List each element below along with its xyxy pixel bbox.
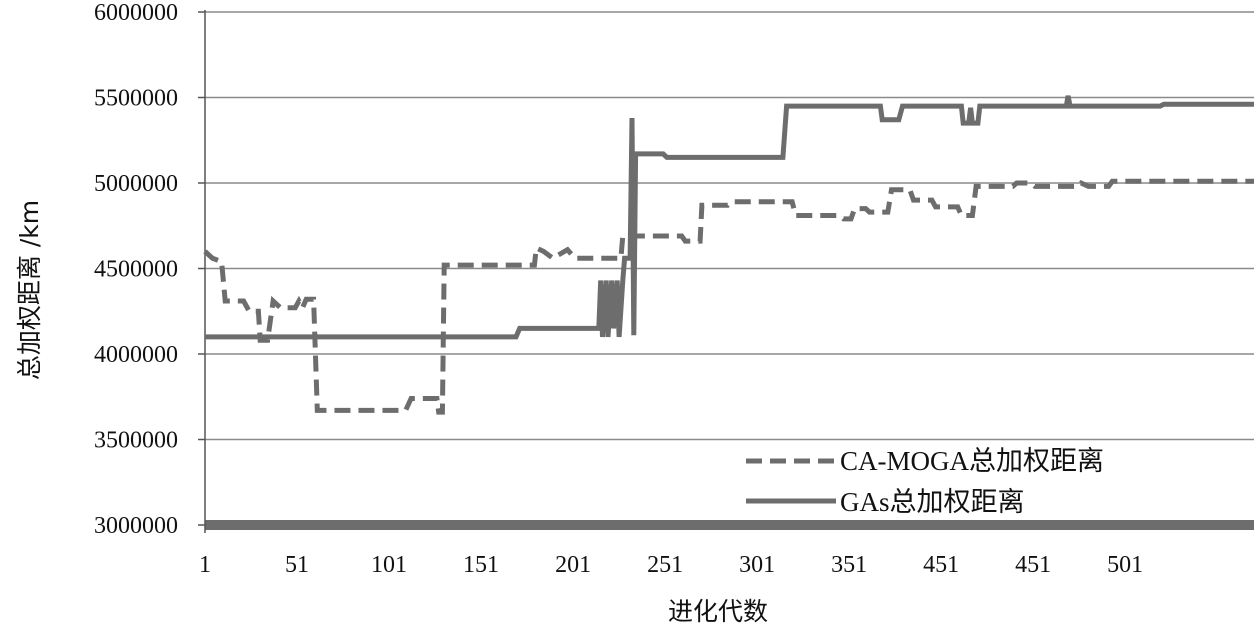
series-line-ca-moga xyxy=(203,178,1254,415)
gridlines xyxy=(205,11,1254,530)
legend: CA-MOGA总加权距离 GAs总加权距离 xyxy=(746,446,1104,517)
y-axis-ticks: 3000000 3500000 4000000 4500000 5000000 55000… xyxy=(94,0,205,539)
x-tick-label: 51 xyxy=(285,552,309,578)
x-axis-title: 进化代数 xyxy=(668,597,768,626)
y-tick-label: 5000000 xyxy=(94,171,178,197)
y-tick-label: 6000000 xyxy=(94,0,178,26)
x-tick-label: 251 xyxy=(647,552,683,578)
y-tick-label: 4500000 xyxy=(94,257,178,283)
y-axis-title: 总加权距离 /km xyxy=(15,200,44,380)
legend-label-gas: GAs总加权距离 xyxy=(840,487,1025,517)
x-tick-label: 1 xyxy=(199,552,211,578)
series-line-gas xyxy=(205,95,1254,340)
legend-label-ca-moga: CA-MOGA总加权距离 xyxy=(840,446,1104,476)
x-tick-label: 151 xyxy=(463,552,499,578)
x-tick-label: 301 xyxy=(739,552,775,578)
y-tick-label: 5500000 xyxy=(94,86,178,112)
x-axis-ticks: 1 51 101 151 201 251 301 351 451 451 501 xyxy=(199,552,1143,578)
x-tick-label: 101 xyxy=(371,552,407,578)
y-tick-label: 3000000 xyxy=(94,513,178,539)
x-tick-label: 201 xyxy=(555,552,591,578)
x-tick-label: 501 xyxy=(1107,552,1143,578)
y-tick-label: 3500000 xyxy=(94,428,178,454)
x-tick-label: 451 xyxy=(923,552,959,578)
y-tick-label: 4000000 xyxy=(94,342,178,368)
x-tick-label: 351 xyxy=(831,552,867,578)
series-layer xyxy=(203,95,1254,415)
x-tick-label: 451 xyxy=(1015,552,1051,578)
